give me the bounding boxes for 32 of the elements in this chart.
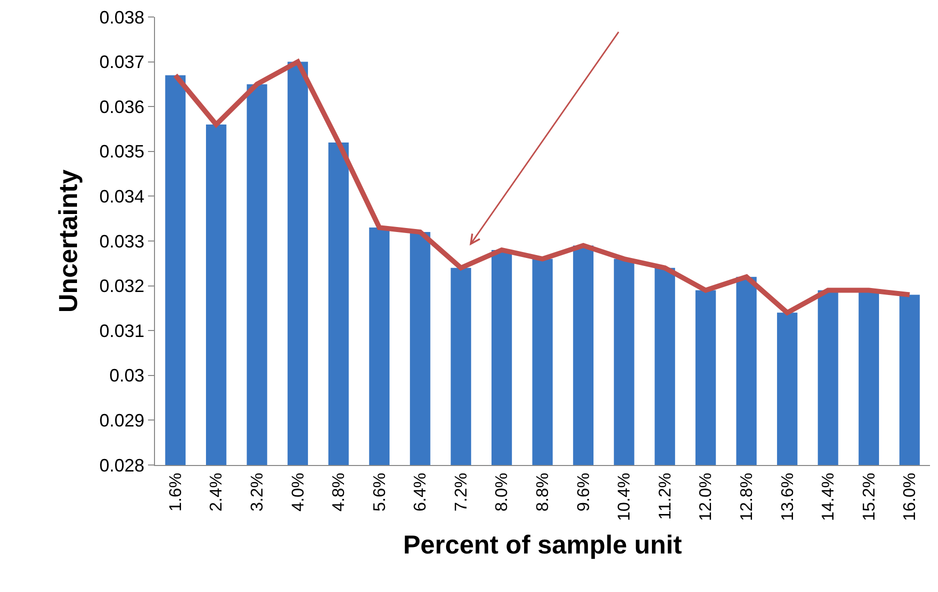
y-tick-label: 0.029 bbox=[99, 410, 144, 430]
y-tick-label: 0.034 bbox=[99, 186, 144, 206]
x-tick-label: 16.0% bbox=[900, 472, 920, 522]
y-tick-label: 0.037 bbox=[99, 52, 144, 72]
x-tick-label: 13.6% bbox=[778, 472, 797, 522]
y-tick-label: 0.032 bbox=[99, 276, 144, 296]
y-tick-label: 0.03 bbox=[109, 366, 144, 386]
x-tick-label: 10.4% bbox=[614, 472, 634, 522]
y-tick-label: 0.036 bbox=[99, 96, 144, 117]
x-tick-label: 5.6% bbox=[370, 472, 389, 512]
y-tick-label: 0.035 bbox=[99, 142, 144, 162]
x-axis-title: Percent of sample unit bbox=[403, 530, 682, 560]
x-tick-label: 8.8% bbox=[533, 472, 552, 512]
x-tick-label: 6.4% bbox=[410, 472, 430, 512]
x-tick-label: 9.6% bbox=[574, 472, 593, 512]
x-tick-label: 1.6% bbox=[166, 472, 185, 512]
x-tick-label: 4.8% bbox=[329, 472, 348, 512]
x-tick-label: 11.2% bbox=[655, 472, 674, 520]
x-tick-label: 8.0% bbox=[492, 472, 512, 512]
y-tick-label: 0.038 bbox=[99, 7, 144, 28]
y-axis-title: Uncertainty bbox=[52, 168, 83, 313]
y-tick-label: 0.033 bbox=[99, 231, 144, 252]
x-tick-label: 15.2% bbox=[859, 472, 878, 522]
x-tick-label: 3.2% bbox=[247, 472, 266, 512]
x-tick-label: 4.0% bbox=[288, 472, 308, 512]
y-tick-label: 0.028 bbox=[99, 455, 144, 476]
x-tick-label: 14.4% bbox=[818, 472, 838, 522]
x-tick-label: 7.2% bbox=[451, 472, 470, 512]
x-tick-label: 12.0% bbox=[696, 472, 716, 522]
y-tick-label: 0.031 bbox=[99, 320, 144, 341]
x-tick-label: 12.8% bbox=[736, 472, 756, 522]
x-tick-label: 2.4% bbox=[206, 472, 226, 512]
